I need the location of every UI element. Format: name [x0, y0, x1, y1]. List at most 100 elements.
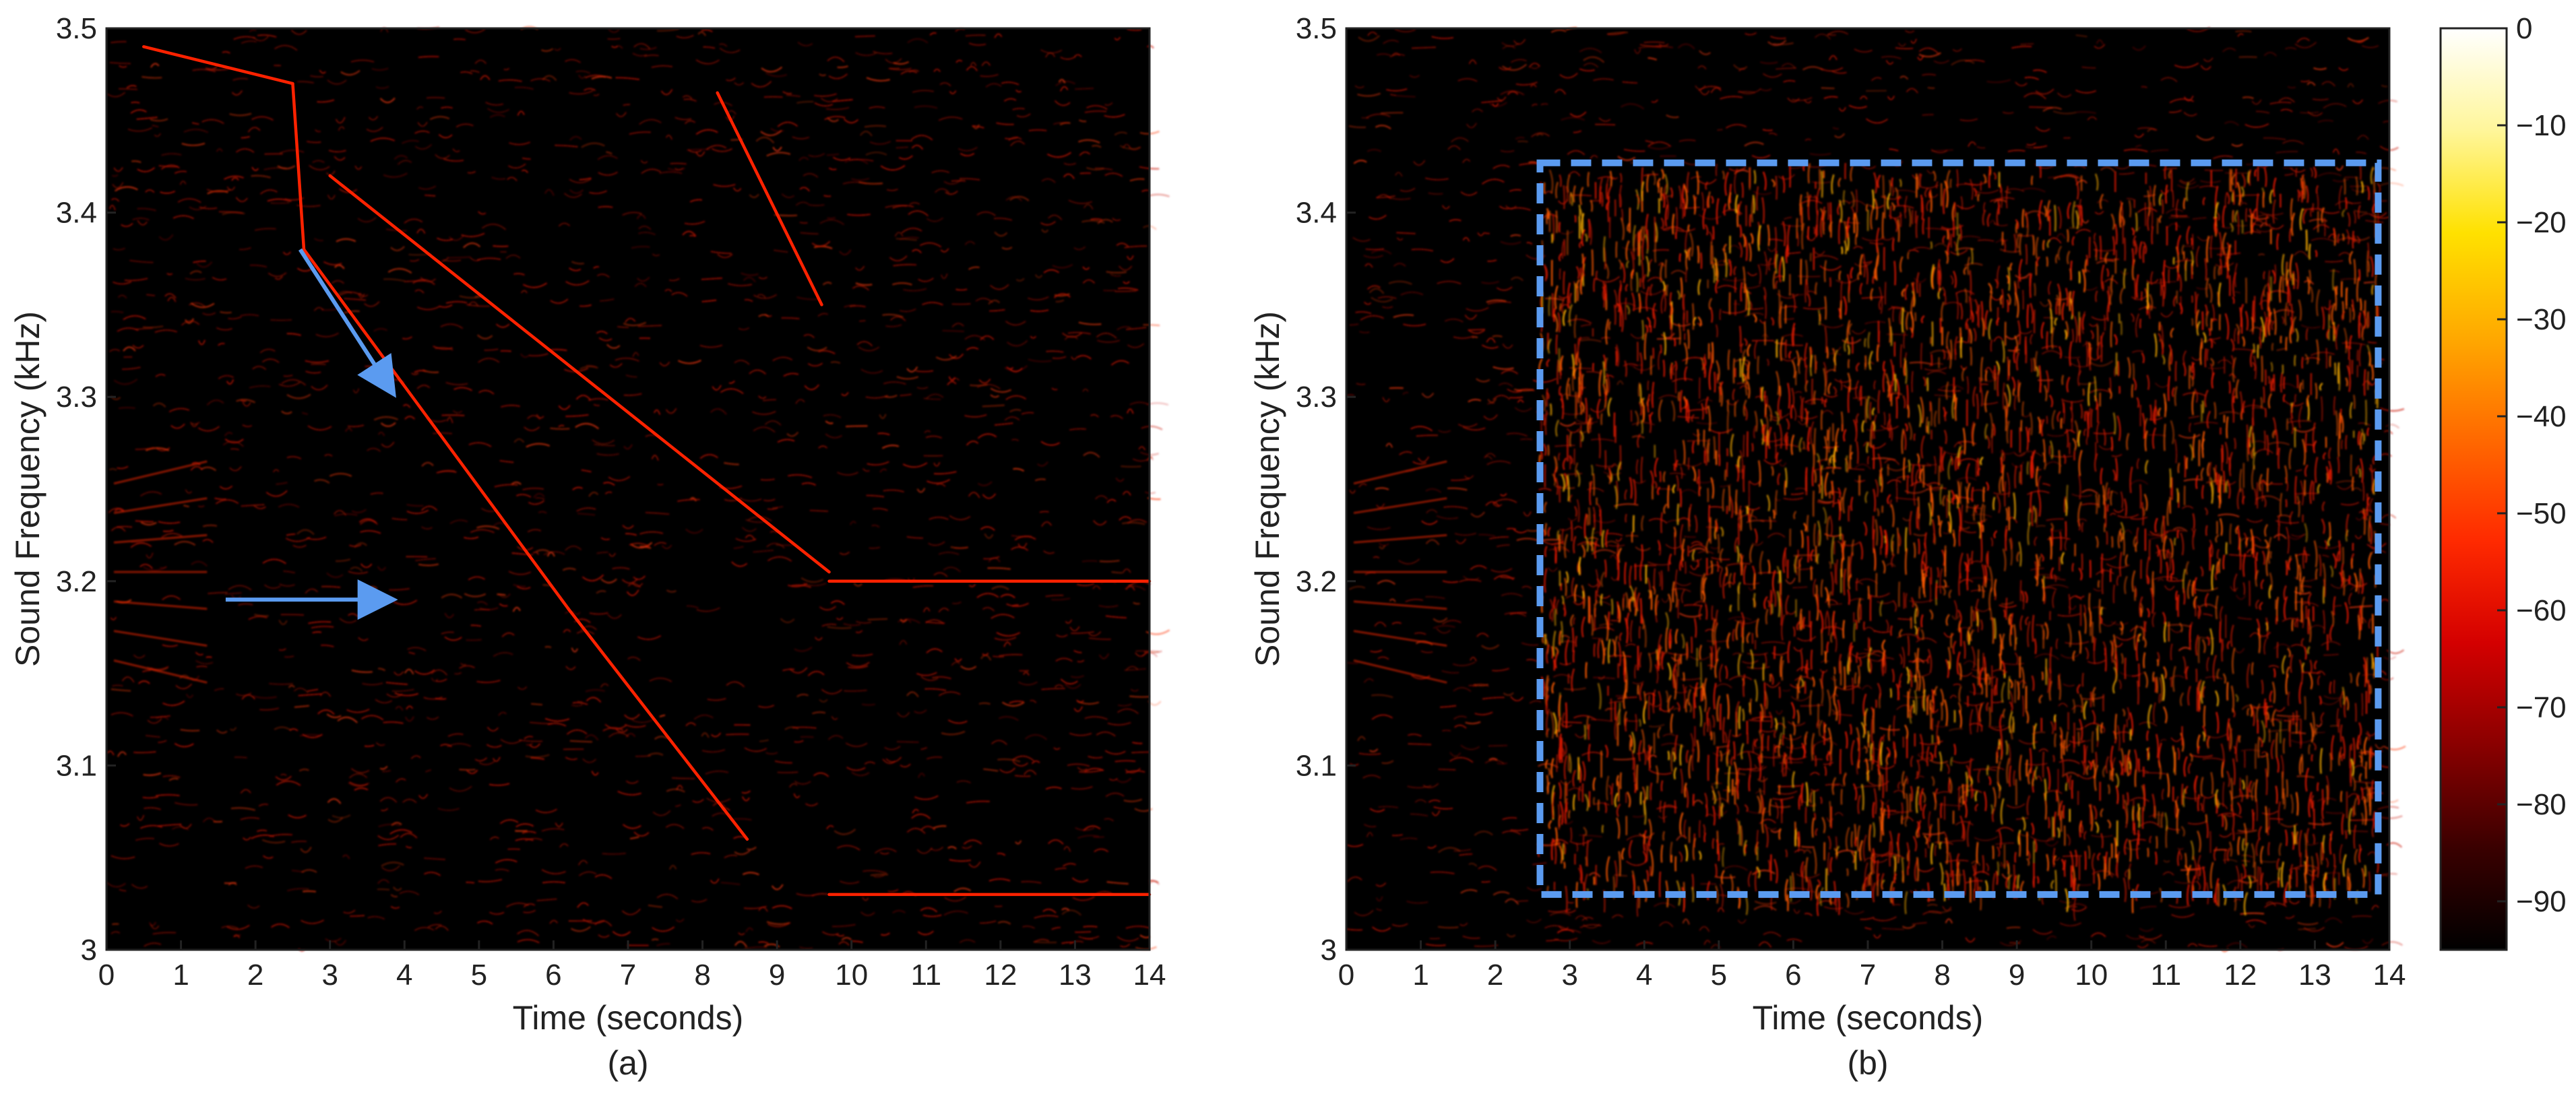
- texture-mark-a: [607, 38, 621, 40]
- texture-mark-b: [2043, 317, 2056, 319]
- texture-mark-a: [337, 716, 358, 723]
- texture-mark-b: [1438, 768, 1456, 771]
- texture-mark-a: [855, 630, 863, 634]
- noise-mark-b: [1659, 471, 1662, 482]
- texture-mark-a: [484, 348, 499, 352]
- noise-mark-b: [1851, 677, 1854, 705]
- noise-mark-b: [1575, 635, 1578, 647]
- texture-mark-a: [625, 374, 637, 378]
- texture-mark-b: [1411, 46, 1437, 49]
- texture-mark-a: [399, 891, 420, 896]
- texture-mark-a: [531, 703, 542, 706]
- texture-mark-a: [481, 223, 507, 230]
- noise-mark-b: [1854, 672, 1857, 684]
- texture-mark-a: [807, 346, 827, 352]
- texture-mark-a: [417, 121, 429, 127]
- texture-mark-a: [710, 732, 722, 738]
- texture-mark-b: [1658, 488, 1674, 490]
- noise-mark-b: [2059, 531, 2063, 551]
- texture-mark-a: [929, 32, 937, 36]
- texture-mark-a: [380, 808, 389, 812]
- texture-mark-a: [668, 864, 677, 870]
- noise-mark-b: [2147, 847, 2149, 858]
- texture-mark-a: [1088, 755, 1103, 759]
- texture-mark-a: [1083, 926, 1098, 928]
- texture-mark-a: [903, 288, 927, 292]
- texture-mark-a: [111, 174, 119, 177]
- noise-mark-b: [1595, 270, 1598, 280]
- noise-mark-b: [2347, 345, 2350, 360]
- texture-mark-a: [425, 194, 436, 197]
- texture-mark-a: [819, 699, 828, 703]
- texture-mark-a: [726, 733, 749, 736]
- texture-mark-a: [596, 330, 608, 335]
- texture-mark-a: [511, 552, 533, 556]
- texture-mark-a: [462, 242, 481, 249]
- texture-mark-a: [932, 676, 951, 680]
- texture-mark-a: [1110, 414, 1124, 420]
- noise-mark-b: [1639, 300, 1642, 309]
- noise-mark-b: [1778, 290, 1781, 314]
- texture-mark-b: [2168, 216, 2190, 219]
- texture-mark-a: [629, 131, 651, 135]
- texture-mark-a: [582, 918, 605, 924]
- texture-mark-b: [1683, 536, 1696, 538]
- texture-mark-a: [117, 294, 127, 299]
- texture-mark-a: [240, 399, 247, 402]
- texture-mark-a: [712, 385, 722, 391]
- noise-mark-b: [2264, 408, 2267, 418]
- texture-mark-a: [1081, 388, 1089, 393]
- texture-mark-a: [290, 840, 307, 843]
- noise-mark-b: [1829, 277, 1831, 287]
- texture-mark-a: [360, 715, 384, 721]
- texture-mark-a: [451, 148, 460, 153]
- texture-mark-a: [267, 198, 292, 203]
- texture-mark-b: [2269, 818, 2284, 820]
- texture-mark-a: [1028, 129, 1047, 132]
- texture-mark-a: [414, 669, 435, 675]
- texture-mark-a: [241, 135, 251, 139]
- texture-mark-a: [624, 317, 636, 323]
- texture-mark-a: [1092, 585, 1101, 590]
- texture-mark-a: [468, 576, 486, 581]
- x-tick-label-a: 11: [910, 959, 941, 992]
- noise-mark-b: [1840, 661, 1842, 686]
- texture-mark-a: [1094, 494, 1108, 500]
- texture-mark-a: [906, 366, 918, 373]
- noise-mark-b: [1728, 486, 1731, 511]
- texture-mark-a: [520, 290, 528, 294]
- texture-mark-a: [1069, 732, 1092, 736]
- texture-mark-a: [1097, 219, 1113, 224]
- noise-mark-b: [2156, 836, 2158, 849]
- texture-mark-a: [743, 905, 767, 909]
- texture-mark-a: [279, 583, 295, 587]
- texture-mark-a: [1045, 786, 1063, 790]
- texture-mark-a: [493, 245, 509, 247]
- noise-mark-b: [2068, 593, 2071, 614]
- texture-mark-a: [546, 551, 555, 557]
- texture-mark-a: [879, 414, 887, 420]
- noise-mark-b: [2109, 568, 2112, 583]
- texture-mark-a: [1070, 356, 1078, 360]
- texture-mark-a: [507, 163, 526, 169]
- texture-mark-a: [638, 225, 652, 230]
- noise-mark-b: [1623, 657, 1625, 676]
- texture-mark-a: [279, 149, 305, 154]
- noise-mark-b: [1820, 629, 1823, 655]
- texture-mark-a: [993, 655, 1005, 658]
- texture-mark-a: [572, 701, 588, 705]
- noise-mark-b: [2363, 368, 2366, 396]
- texture-mark-a: [230, 176, 240, 181]
- noise-mark-b: [2305, 229, 2308, 251]
- texture-mark-b: [2350, 185, 2368, 187]
- noise-mark-b: [1784, 480, 1787, 496]
- texture-mark-a: [1148, 193, 1170, 197]
- texture-mark-a: [724, 497, 743, 502]
- noise-mark-b: [1662, 831, 1666, 841]
- texture-mark-a: [821, 688, 843, 695]
- texture-mark-a: [753, 294, 778, 300]
- texture-mark-b: [1468, 329, 1486, 331]
- texture-mark-b: [2141, 86, 2147, 89]
- texture-mark-a: [234, 756, 247, 758]
- texture-mark-a: [1065, 619, 1073, 624]
